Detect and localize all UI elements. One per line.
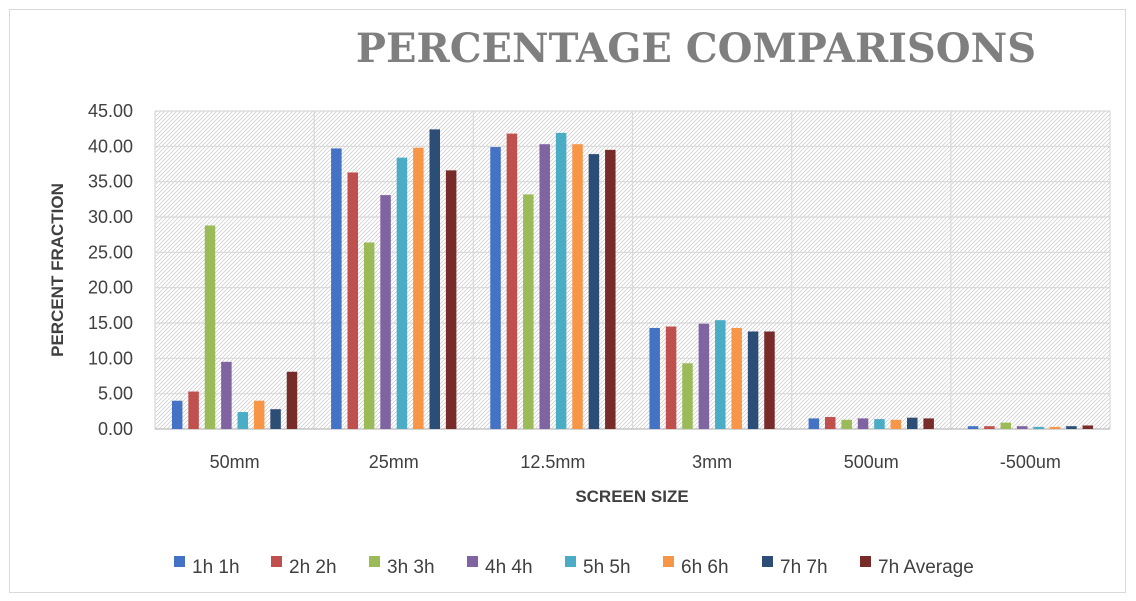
bar [506, 133, 518, 429]
bar [649, 327, 660, 429]
bar [665, 326, 677, 429]
x-tick-label: 25mm [369, 452, 419, 472]
bar [286, 371, 298, 429]
legend-item-label: 6h 6h [681, 557, 729, 578]
bar [605, 149, 616, 429]
bar [237, 412, 249, 429]
x-tick-label: 500um [844, 452, 899, 472]
legend-swatch [174, 556, 185, 567]
bar [1066, 426, 1077, 429]
bar [682, 363, 693, 429]
bar [188, 391, 199, 429]
bar [380, 195, 391, 429]
bars [171, 129, 1094, 430]
bar [253, 400, 265, 429]
legend-swatch [663, 556, 674, 567]
bar [825, 416, 836, 429]
y-tick-label: 10.00 [88, 348, 133, 368]
bar [523, 194, 534, 429]
legend-item-label: 7h Average [878, 557, 974, 578]
bar [331, 148, 342, 429]
bar [555, 132, 567, 429]
legend-item-label: 4h 4h [485, 557, 533, 578]
bar [808, 418, 820, 429]
bar [984, 426, 995, 429]
bar [731, 327, 742, 429]
bar [890, 419, 902, 429]
y-axis-label: PERCENT FRACTION [48, 183, 67, 357]
bar [907, 417, 918, 429]
bar [270, 409, 281, 429]
bar [588, 154, 600, 429]
gridlines [154, 110, 1111, 430]
bar [347, 172, 358, 430]
y-tick-label: 35.00 [88, 172, 133, 192]
bar [539, 144, 550, 430]
bar [857, 418, 869, 429]
bar [1033, 426, 1044, 429]
y-tick-label: 30.00 [88, 207, 133, 227]
bar [841, 419, 852, 429]
y-tick-label: 20.00 [88, 278, 133, 298]
legend-swatch [467, 556, 478, 567]
y-axis-ticks: 0.00 5.00 10.00 15.00 20.00 25.00 30.00 35.00 40… [88, 101, 133, 439]
chart-title: PERCENTAGE COMPARISONS [356, 25, 1036, 72]
x-axis-label: SCREEN SIZE [575, 487, 688, 506]
x-tick-label: 50mm [210, 452, 260, 472]
y-tick-label: 40.00 [88, 136, 133, 156]
legend-item-label: 3h 3h [387, 557, 435, 578]
legend-item-label: 7h 7h [780, 557, 828, 578]
y-tick-label: 15.00 [88, 313, 133, 333]
legend: 1h 1h 2h 2h 3h 3h 4h 4h 5h 5h 6h 6h 7h 7h 7h Av… [174, 556, 974, 578]
bar [747, 331, 759, 429]
bar [429, 129, 440, 429]
y-tick-label: 45.00 [88, 101, 133, 121]
legend-swatch [369, 556, 380, 567]
bar [715, 320, 726, 429]
bar [923, 418, 934, 429]
bar [204, 225, 216, 429]
bar [490, 147, 501, 430]
legend-swatch [762, 556, 773, 567]
legend-swatch [565, 556, 576, 567]
bar [396, 157, 408, 429]
bar [445, 170, 457, 430]
bar [1016, 426, 1028, 429]
x-tick-label: 12.5mm [520, 452, 585, 472]
bar [363, 242, 375, 429]
bar [874, 419, 885, 429]
bar [967, 426, 979, 429]
bar [1049, 426, 1061, 429]
x-axis-ticks: 50mm 25mm 12.5mm 3mm 500um -500um [210, 452, 1061, 472]
bar [698, 323, 710, 429]
y-tick-label: 0.00 [98, 419, 133, 439]
legend-item-label: 1h 1h [192, 557, 240, 578]
bar [1082, 425, 1094, 429]
legend-item-label: 2h 2h [289, 557, 337, 578]
legend-swatch [271, 556, 282, 567]
x-tick-label: -500um [1000, 452, 1061, 472]
y-tick-label: 25.00 [88, 242, 133, 262]
y-tick-label: 5.00 [98, 384, 133, 404]
bar [1000, 422, 1012, 429]
legend-item-label: 5h 5h [583, 557, 631, 578]
bar [572, 144, 583, 430]
bar [413, 147, 424, 429]
x-tick-label: 3mm [692, 452, 732, 472]
bar [764, 331, 775, 429]
bar [221, 361, 232, 429]
legend-swatch [860, 556, 871, 567]
bar [171, 400, 183, 429]
